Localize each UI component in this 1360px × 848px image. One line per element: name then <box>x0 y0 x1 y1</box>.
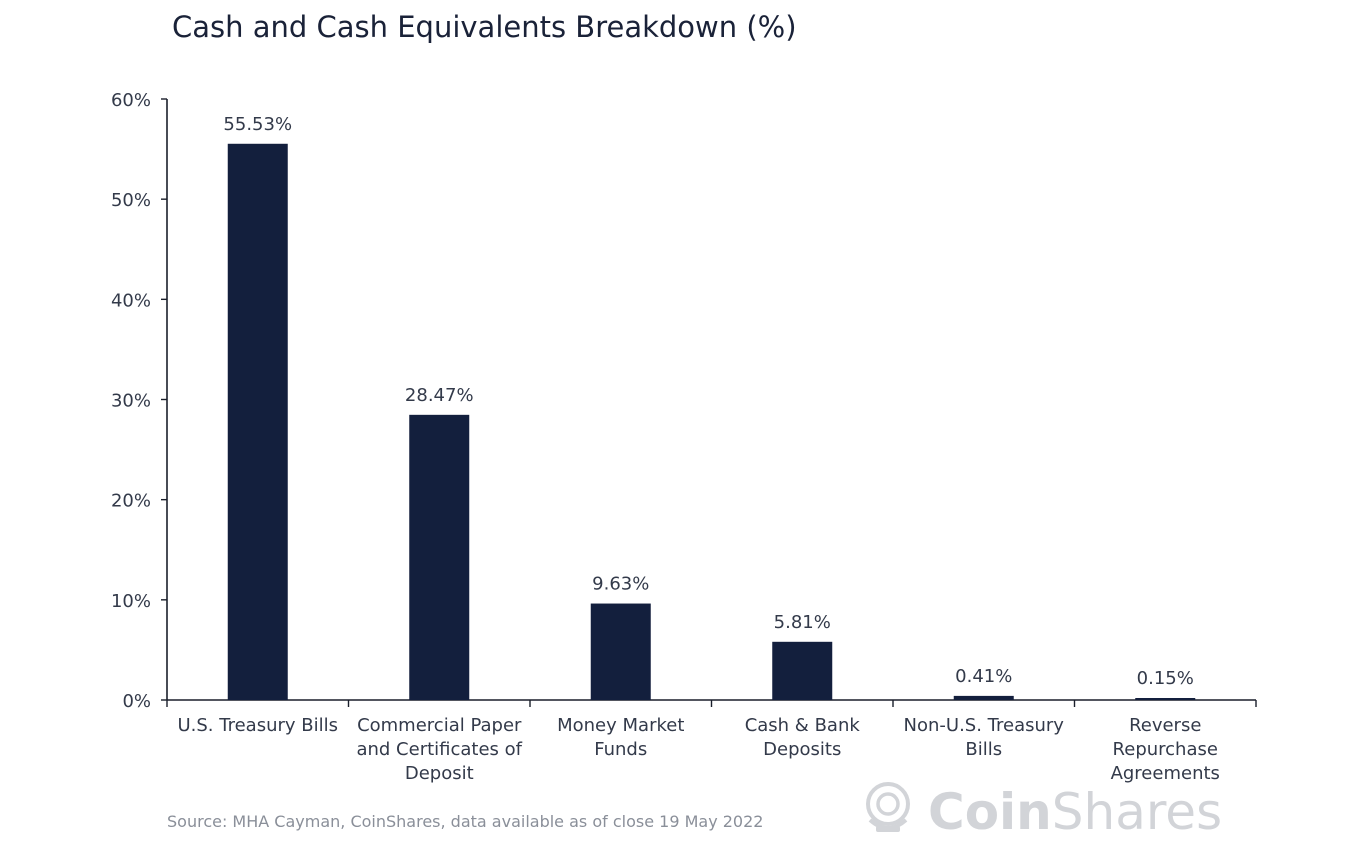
bar-value-label: 55.53% <box>223 114 292 135</box>
chart-bars <box>227 143 1196 700</box>
bar <box>772 641 833 700</box>
bar <box>227 143 288 700</box>
y-tick-label: 40% <box>111 290 151 311</box>
chart-category-labels: U.S. Treasury Bills Commercial Paper and C… <box>177 715 1219 784</box>
category-label: U.S. Treasury Bills <box>177 715 338 736</box>
y-tick-label: 20% <box>111 491 151 512</box>
bar <box>409 414 470 700</box>
bar-value-label: 28.47% <box>405 385 474 406</box>
bar-value-label: 0.15% <box>1137 668 1194 689</box>
logo-wordmark: CoinShares <box>928 783 1222 841</box>
logo-text-bold: Coin <box>928 783 1052 841</box>
chart-title: Cash and Cash Equivalents Breakdown (%) <box>172 10 797 44</box>
y-tick-label: 60% <box>111 90 151 111</box>
astronaut-helmet-icon <box>866 782 910 832</box>
bar-value-label: 9.63% <box>592 574 649 595</box>
bar-value-label: 0.41% <box>955 666 1012 687</box>
coinshares-logo: CoinShares <box>866 782 1222 841</box>
category-label: Reverse Repurchase Agreements <box>1111 715 1220 784</box>
logo-text-light: Shares <box>1052 783 1222 841</box>
bar-value-label: 5.81% <box>774 612 831 633</box>
y-tick-label: 30% <box>111 391 151 412</box>
chart-axes: 0% 10% 20% 30% 40% 50% 60% <box>111 90 1257 712</box>
category-label: Money Market Funds <box>557 715 684 760</box>
bar <box>1135 698 1196 700</box>
y-tick-label: 0% <box>122 691 151 712</box>
y-tick-label: 10% <box>111 591 151 612</box>
category-label: Non-U.S. Treasury Bills <box>904 715 1065 760</box>
category-label: Commercial Paper and Certificates of Depos… <box>356 715 522 784</box>
y-tick-label: 50% <box>111 190 151 211</box>
category-label: Cash & Bank Deposits <box>745 715 861 760</box>
chart-data-labels: 55.53% 28.47% 9.63% 5.81% 0.41% 0.15% <box>223 114 1193 689</box>
bar <box>590 603 651 700</box>
bar <box>953 695 1014 700</box>
source-note: Source: MHA Cayman, CoinShares, data ava… <box>167 812 763 831</box>
